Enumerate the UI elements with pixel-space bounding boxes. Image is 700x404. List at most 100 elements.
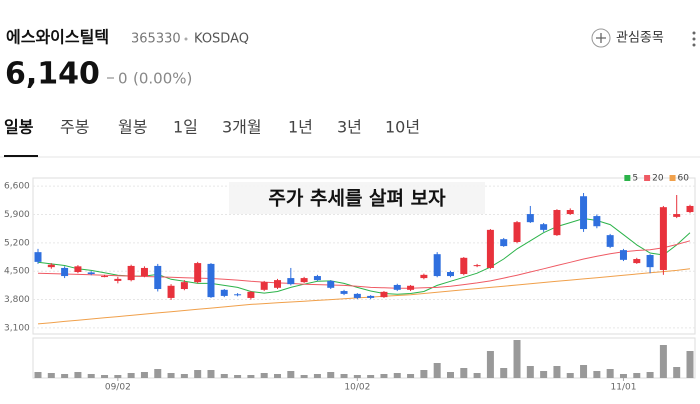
candle-body xyxy=(313,276,321,281)
volume-bar xyxy=(673,367,681,378)
volume-bar xyxy=(340,374,348,378)
tab[interactable]: 일봉 xyxy=(4,118,34,137)
candle-body xyxy=(220,289,228,296)
volume-bar xyxy=(540,371,548,378)
legend-label: 5 xyxy=(632,174,638,184)
volume-bar xyxy=(407,374,415,378)
candle-body xyxy=(114,278,122,281)
candle-body xyxy=(154,265,162,290)
candle-body xyxy=(340,291,348,294)
moving-average xyxy=(37,217,691,295)
tab[interactable]: 3개월 xyxy=(222,118,262,137)
dot xyxy=(692,37,696,41)
tab[interactable]: 10년 xyxy=(385,118,420,137)
volume-bar xyxy=(127,373,135,378)
watch-button[interactable]: 관심종목 xyxy=(591,28,664,48)
candle-body xyxy=(673,214,681,217)
candle-body xyxy=(460,257,468,275)
legend-swatch xyxy=(669,175,676,181)
candle-body xyxy=(500,239,508,247)
volume-bar xyxy=(619,374,627,378)
annotation-bg xyxy=(229,182,485,214)
candle-body xyxy=(566,210,574,215)
candle-body xyxy=(180,282,188,290)
x-tick-label: 10/02 xyxy=(344,383,370,393)
candle-body xyxy=(393,284,401,290)
tab[interactable]: 3년 xyxy=(337,118,362,137)
volume-bar xyxy=(74,372,82,378)
candle-body xyxy=(407,285,415,290)
stock-code: 365330 xyxy=(131,32,181,47)
tab[interactable]: 1년 xyxy=(288,118,313,137)
volume-bar xyxy=(500,368,508,378)
watch-label: 관심종목 xyxy=(616,31,664,46)
market: KOSDAQ xyxy=(194,32,249,47)
separator xyxy=(184,37,188,41)
volume-bar xyxy=(87,374,95,378)
candle-body xyxy=(247,291,255,298)
volume-bar xyxy=(140,372,148,378)
volume-bar xyxy=(367,375,375,378)
candle-body xyxy=(540,224,548,230)
y-tick-label: 6,600 xyxy=(4,182,30,192)
volume-bar xyxy=(274,374,282,378)
tab[interactable]: 주봉 xyxy=(60,118,89,137)
candle-body xyxy=(380,291,388,298)
candle-body xyxy=(513,222,521,243)
volume-bar xyxy=(154,369,162,378)
volume-bar xyxy=(659,345,667,378)
candle-body xyxy=(619,250,627,260)
legend-swatch xyxy=(624,175,631,181)
candle-body xyxy=(207,263,215,298)
volume-bar xyxy=(460,368,468,378)
volume-bar xyxy=(47,373,55,378)
candle-body xyxy=(167,285,175,298)
volume-bar xyxy=(34,372,42,378)
moving-average xyxy=(37,268,691,325)
volume-bar xyxy=(633,373,641,378)
candle-body xyxy=(61,267,69,277)
plus-icon xyxy=(596,33,606,43)
candle-body xyxy=(633,259,641,264)
watch-icon xyxy=(591,28,611,48)
volume-bar xyxy=(580,365,588,378)
price: 6,140 xyxy=(5,57,100,92)
x-tick-label: 11/01 xyxy=(611,383,637,393)
volume-bar xyxy=(553,366,561,378)
candle-body xyxy=(101,276,109,278)
tab[interactable]: 1일 xyxy=(173,118,198,137)
volume-bar xyxy=(433,363,441,378)
candle-body xyxy=(367,295,375,298)
volume-bar xyxy=(207,370,215,378)
y-tick-label: 5,900 xyxy=(4,210,30,220)
volume-bar xyxy=(313,374,321,378)
candle-body xyxy=(606,235,614,247)
volume-bar xyxy=(593,371,601,378)
volume-bar xyxy=(446,372,454,378)
candle-body xyxy=(327,280,335,288)
volume-bar xyxy=(380,374,388,378)
candle-body xyxy=(47,264,55,268)
candle-body xyxy=(87,272,95,275)
candle-body xyxy=(473,265,481,267)
volume-bar xyxy=(300,375,308,378)
y-tick-label: 3,800 xyxy=(4,295,30,305)
change: 0 xyxy=(118,70,128,88)
volume-bar xyxy=(327,372,335,378)
volume-bar xyxy=(473,373,481,378)
candle-body xyxy=(140,267,148,277)
more-button[interactable] xyxy=(692,31,696,47)
annotation: 주가 추세를 살펴 보자 xyxy=(268,188,446,210)
candle-body xyxy=(593,216,601,227)
candle-body xyxy=(659,207,667,270)
candle-body xyxy=(686,205,694,213)
moving-average xyxy=(37,240,691,289)
tab[interactable]: 월봉 xyxy=(118,118,147,137)
volume-bar xyxy=(234,375,242,378)
candle-body xyxy=(526,214,534,223)
legend-label: 20 xyxy=(652,174,664,184)
volume-bar xyxy=(260,373,268,378)
legend-swatch xyxy=(644,175,651,181)
volume-bar xyxy=(114,375,122,378)
